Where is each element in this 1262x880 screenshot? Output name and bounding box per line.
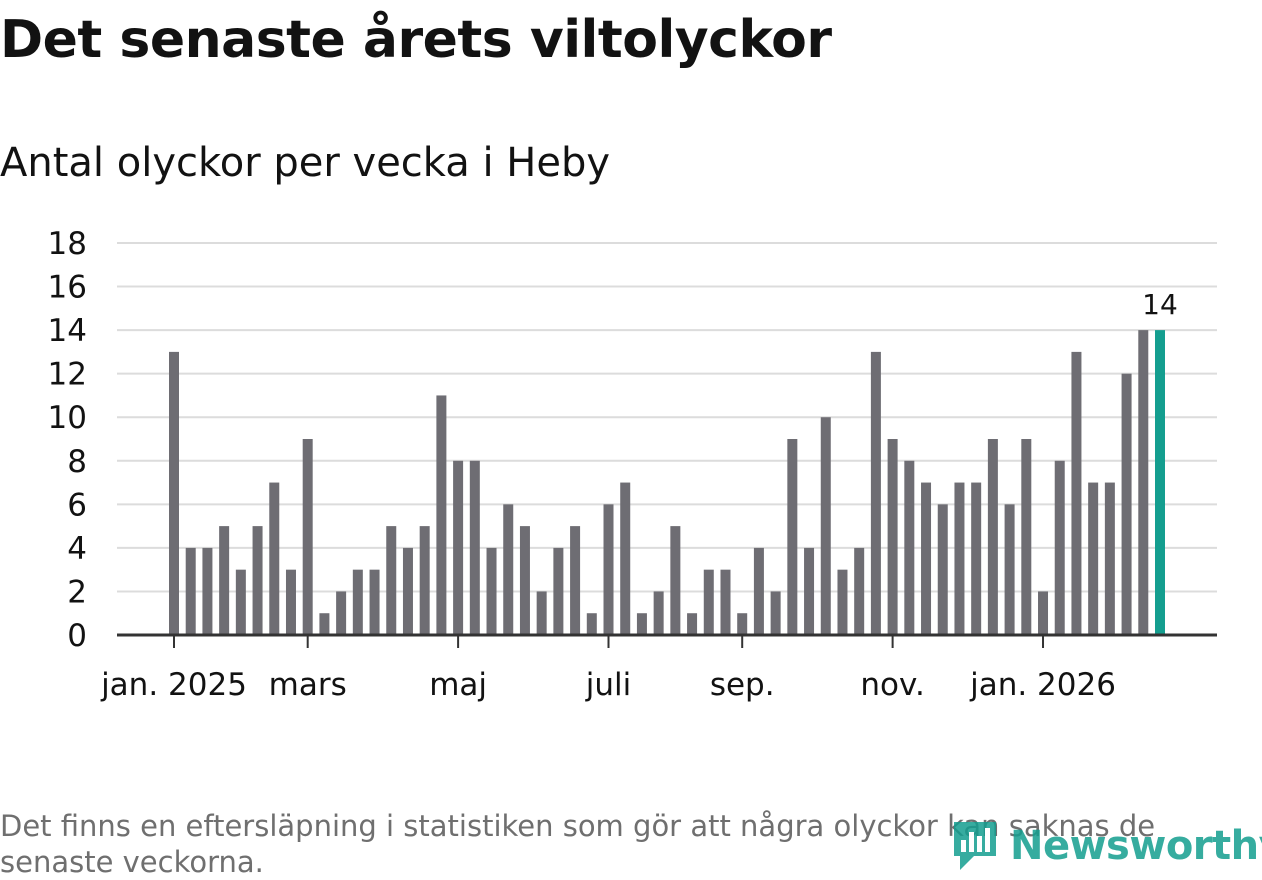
bar: [1138, 330, 1149, 635]
bar: [804, 547, 815, 635]
bar: [971, 482, 982, 635]
bar: [870, 351, 881, 635]
bar: [636, 613, 647, 635]
bar: [787, 439, 798, 635]
y-tick-label: 4: [67, 531, 87, 567]
bar: [386, 526, 397, 635]
x-tick-label: nov.: [860, 667, 924, 703]
bar: [553, 547, 564, 635]
bar: [570, 526, 581, 635]
bar: [169, 351, 179, 635]
bar-highlighted: [1155, 330, 1165, 635]
y-tick-label: 18: [48, 226, 87, 262]
bar: [737, 613, 748, 635]
x-tick-label: jan. 2025: [100, 667, 247, 703]
x-tick-label: mars: [269, 667, 347, 703]
bar: [352, 569, 363, 635]
newsworthy-logo-text: Newsworthy: [1010, 823, 1262, 869]
newsworthy-logo: Newsworthy: [950, 818, 1262, 874]
y-tick-label: 2: [67, 574, 87, 610]
bar: [202, 547, 213, 635]
x-tick-label: maj: [429, 667, 487, 703]
bar: [469, 460, 480, 635]
y-tick-label: 10: [48, 400, 87, 436]
bar: [185, 547, 196, 635]
newsworthy-logo-icon: [954, 822, 996, 870]
gridlines: [117, 242, 1217, 593]
data-labels: 14: [1142, 288, 1178, 321]
bar: [921, 482, 932, 635]
bar: [954, 482, 965, 635]
y-tick-label: 14: [48, 313, 87, 349]
bar: [302, 439, 313, 635]
bar: [235, 569, 246, 635]
bar: [603, 504, 614, 635]
chart-title: Det senaste årets viltolyckor: [0, 10, 832, 70]
data-label: 14: [1142, 288, 1178, 321]
bar: [753, 547, 764, 635]
x-tick-label: sep.: [710, 667, 775, 703]
bar: [503, 504, 514, 635]
bar: [369, 569, 380, 635]
bar: [987, 439, 998, 635]
bar: [1021, 439, 1032, 635]
bar: [904, 460, 915, 635]
bar: [586, 613, 597, 635]
y-tick-label: 8: [67, 444, 87, 480]
bar: [519, 526, 530, 635]
bar: [854, 547, 865, 635]
bar: [252, 526, 263, 635]
bar: [837, 569, 848, 635]
y-axis-ticks: 0 2 4 6 8 10 12 14 16 18: [48, 226, 87, 654]
bar: [536, 591, 547, 635]
y-tick-label: 0: [67, 618, 87, 654]
bar: [486, 547, 497, 635]
bar: [419, 526, 430, 635]
x-axis-ticks: jan. 2025 mars maj juli sep. nov. jan. 2026: [100, 635, 1116, 703]
bar: [820, 417, 831, 635]
bar: [436, 395, 447, 635]
bar: [1004, 504, 1015, 635]
bar: [1121, 373, 1132, 635]
bar: [620, 482, 631, 635]
bar: [770, 591, 781, 635]
bar: [1038, 591, 1049, 635]
bar: [1088, 482, 1099, 635]
bar: [1104, 482, 1115, 635]
x-tick-label: juli: [585, 667, 632, 703]
bar: [1071, 351, 1082, 635]
bar: [937, 504, 948, 635]
y-tick-label: 12: [48, 357, 87, 393]
bar: [653, 591, 664, 635]
bar: [336, 591, 347, 635]
x-tick-label: jan. 2026: [969, 667, 1116, 703]
bar: [219, 526, 230, 635]
bar: [402, 547, 413, 635]
bar: [703, 569, 714, 635]
bar: [453, 460, 464, 635]
bar: [887, 439, 898, 635]
bars: [169, 330, 1165, 635]
bar-chart: 0 2 4 6 8 10 12 14 16 18 jan. 2025 mars maj juli sep.…: [48, 226, 1217, 703]
bar: [285, 569, 296, 635]
bar: [670, 526, 681, 635]
y-tick-label: 16: [48, 270, 87, 306]
bar: [687, 613, 698, 635]
bar: [319, 613, 330, 635]
bar: [269, 482, 280, 635]
y-tick-label: 6: [67, 487, 87, 523]
bar: [720, 569, 731, 635]
bar: [1054, 460, 1065, 635]
chart-subtitle: Antal olyckor per vecka i Heby: [0, 140, 611, 186]
